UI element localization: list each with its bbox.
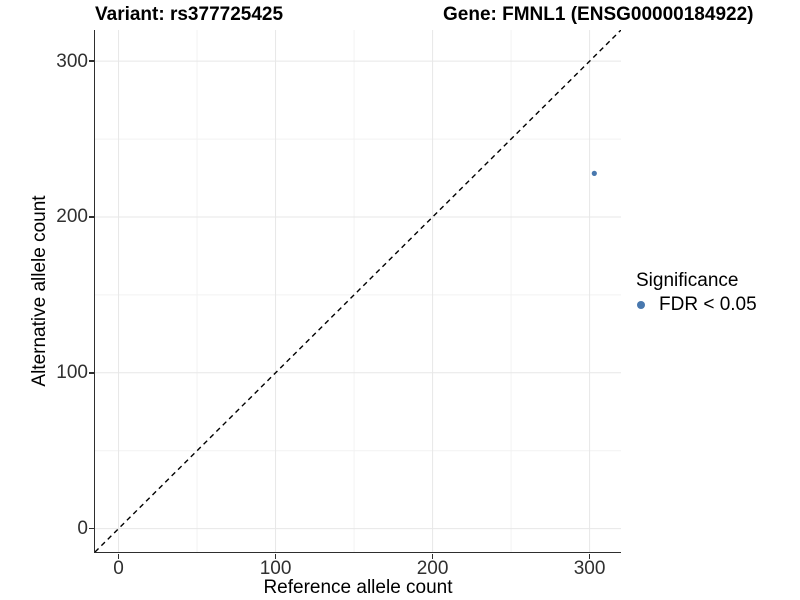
legend-item-label: FDR < 0.05 bbox=[659, 293, 757, 315]
y-tick-mark bbox=[88, 527, 94, 530]
x-axis-title: Reference allele count bbox=[263, 577, 453, 598]
y-tick-label: 200 bbox=[56, 206, 88, 228]
identity-dashed-line bbox=[94, 30, 621, 552]
data-point bbox=[591, 170, 597, 176]
y-tick-mark bbox=[88, 216, 94, 218]
x-tick-mark bbox=[431, 553, 434, 559]
y-tick-mark bbox=[88, 60, 94, 62]
plot-canvas bbox=[94, 30, 621, 552]
y-tick-label: 0 bbox=[77, 518, 88, 540]
x-tick-mark bbox=[274, 553, 277, 559]
x-tick-label: 200 bbox=[416, 558, 449, 579]
legend: Significance FDR < 0.05 bbox=[636, 269, 757, 316]
x-tick-label: 100 bbox=[259, 558, 292, 579]
plot-panel bbox=[93, 30, 621, 553]
legend-title: Significance bbox=[636, 270, 739, 291]
y-tick-label: 100 bbox=[56, 362, 88, 384]
y-tick-label: 300 bbox=[56, 50, 88, 72]
x-tick-mark bbox=[588, 553, 591, 559]
plot-title-gene: Gene: FMNL1 (ENSG00000184922) bbox=[443, 4, 754, 25]
y-axis-title: Alternative allele count bbox=[29, 195, 50, 387]
legend-point-icon bbox=[637, 300, 645, 309]
x-tick-mark bbox=[117, 553, 120, 559]
x-tick-label: 0 bbox=[113, 558, 124, 579]
plot-title-variant: Variant: rs377725425 bbox=[95, 4, 284, 25]
legend-item: FDR < 0.05 bbox=[636, 293, 757, 316]
y-tick-mark bbox=[88, 372, 94, 374]
x-tick-label: 300 bbox=[573, 558, 606, 579]
